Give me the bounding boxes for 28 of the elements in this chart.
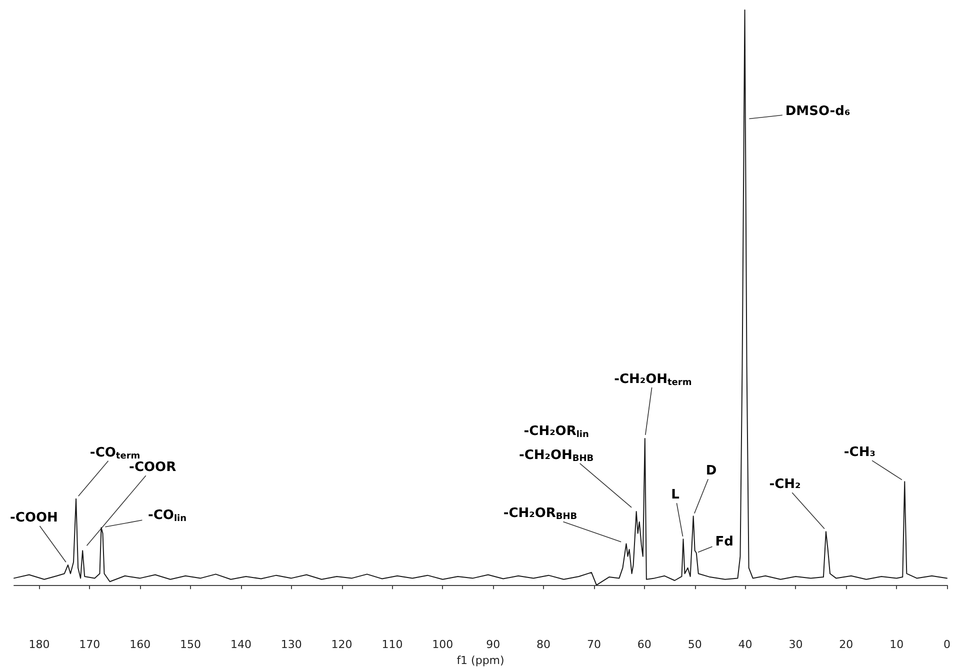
x-tick-label: 100 [432,638,454,652]
x-axis-title: f1 (ppm) [456,654,504,667]
x-tick-label: 90 [486,638,500,652]
x-tick-label: 50 [688,638,702,652]
x-tick-label: 170 [79,638,100,652]
x-tick-label: 130 [280,638,302,652]
x-tick-label: 180 [28,638,50,652]
annotation: -CH₃ [844,445,876,460]
x-tick-label: 160 [130,638,151,652]
x-tick-label: 70 [586,638,601,652]
x-tick-label: 80 [536,638,551,652]
x-tick-label: 20 [839,638,854,652]
x-tick-label: 10 [890,638,904,652]
x-tick-label: 30 [788,638,803,652]
annotation: L [671,488,680,503]
annotation: -CH₂ [769,477,801,492]
x-tick-label: 150 [180,638,202,652]
annotation: DMSO-d₆ [785,104,850,119]
annotation: -COOH [10,510,58,526]
x-tick-label: 140 [230,638,252,652]
annotation: Fd [715,534,734,550]
annotation: D [706,464,717,479]
x-tick-label: 40 [738,638,752,652]
x-tick-label: 0 [944,638,950,652]
annotation: -COOR [129,460,176,476]
x-tick-label: 60 [637,638,652,652]
x-tick-label: 120 [331,638,352,652]
x-tick-label: 110 [382,638,403,652]
